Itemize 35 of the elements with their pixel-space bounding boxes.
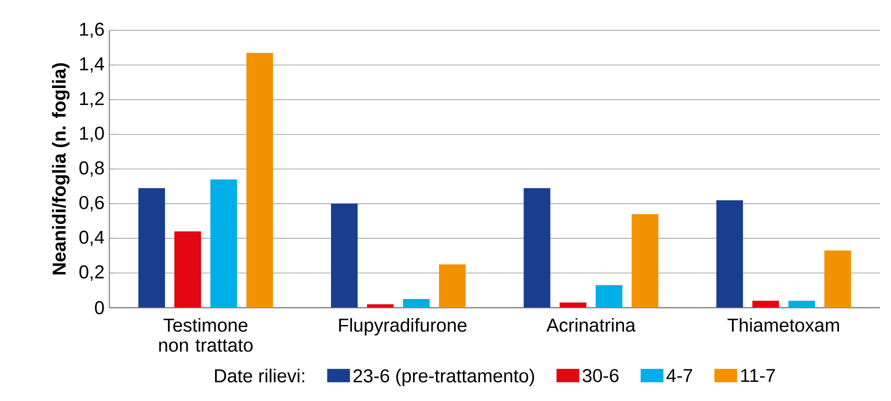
legend-label: 4-7 [666,369,692,382]
x-tick-label: Flupyradifurone [339,318,466,336]
bar [138,188,166,308]
bar [524,188,550,308]
bar [246,52,274,308]
y-tick-label: 0 [94,301,104,314]
y-tick-label: 1,0 [80,126,104,142]
bar [716,200,744,308]
y-tick-label: 1,2 [80,92,104,108]
legend-title: Date rilievi: [215,368,304,382]
y-tick-label: 1,6 [80,22,104,38]
y-tick-label: 0,4 [79,230,104,246]
y-tick-label: 0,8 [79,161,104,177]
legend-label: 30-6 [582,368,618,382]
bar [331,204,358,308]
y-tick-label: 1,4 [80,57,104,73]
y-tick-label: 0,2 [79,265,104,281]
y-axis-title: Neanidi/foglia (n. foglia) [52,63,70,274]
bar [632,214,658,308]
x-tick-label: Acrinatrina [546,318,636,332]
x-tick-label: Thiametoxam [728,318,839,332]
bar [439,264,466,308]
x-tick-label: Testimone non trattato [159,318,253,352]
bar [788,300,816,308]
legend-label: 23-6 (pre-trattamento) [354,368,534,386]
bar [174,231,202,308]
bar [824,250,852,308]
bar [403,299,430,308]
bar [596,285,622,308]
bar [367,304,394,308]
bar [752,300,779,308]
bar [210,179,238,308]
y-tick-label: 0,6 [79,196,104,212]
legend-label: 11-7 [741,369,775,382]
bar [560,302,586,308]
